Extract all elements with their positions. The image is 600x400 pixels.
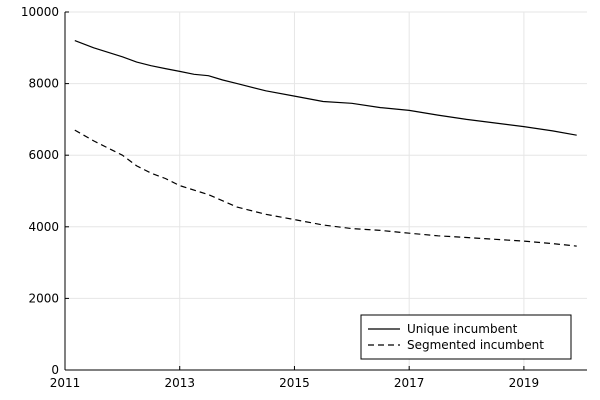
y-tick-label-0: 0	[51, 363, 59, 377]
x-tick-label-1: 2013	[164, 376, 195, 390]
x-tick-label-4: 2019	[509, 376, 540, 390]
x-tick-label-2: 2015	[279, 376, 310, 390]
y-tick-label-5: 10000	[21, 5, 59, 19]
y-tick-label-4: 8000	[28, 77, 59, 91]
axes	[64, 12, 587, 371]
legend: Unique incumbent Segmented incumbent	[360, 314, 572, 360]
series-lines	[74, 40, 577, 247]
series-line-0	[74, 40, 577, 136]
x-tick-label-3: 2017	[394, 376, 425, 390]
series-line-1	[74, 129, 577, 247]
legend-label-1: Segmented incumbent	[407, 338, 544, 352]
y-axis-ticks: 0 2000 4000 6000 8000 10000	[21, 5, 69, 377]
legend-box	[360, 314, 572, 360]
y-tick-label-1: 2000	[28, 291, 59, 305]
x-axis-ticks: 2011 2013 2015 2017 2019	[50, 366, 539, 390]
x-tick-label-0: 2011	[50, 376, 81, 390]
y-tick-label-2: 4000	[28, 220, 59, 234]
legend-label-0: Unique incumbent	[407, 322, 518, 336]
y-tick-label-3: 6000	[28, 148, 59, 162]
